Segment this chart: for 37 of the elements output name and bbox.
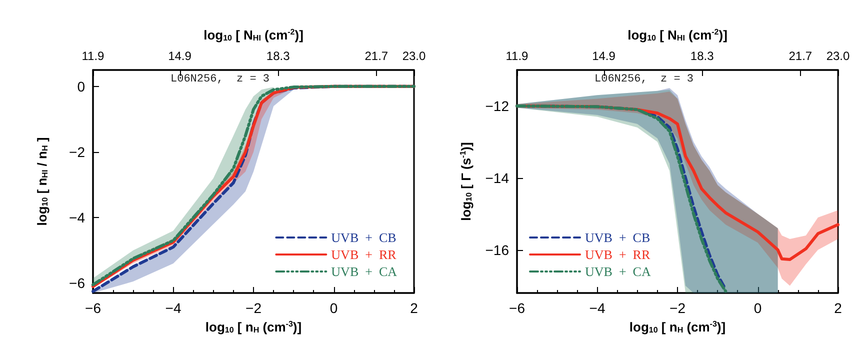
x2-tick-label: 11.9 [82,49,105,63]
y-tick-label: −12 [485,98,510,114]
x-tick-label: −4 [165,300,182,316]
x-tick-label: 0 [754,300,762,316]
annotation: L06N256, z = 3 [170,74,270,86]
x2-tick-label: 18.3 [690,49,714,63]
x2-tick-label: 21.7 [364,49,388,63]
y-axis-title: log10 [ Γ (s-1)] [458,142,474,221]
legend-label: UVB + CB [585,230,650,245]
y-tick-label: −16 [485,242,510,258]
x-tick-label: 0 [330,300,338,316]
x2-tick-label: 14.9 [168,49,192,63]
x-tick-label: −2 [246,300,262,316]
x2-tick-label: 23.0 [402,49,426,63]
annotation: L06N256, z = 3 [594,74,694,86]
y-tick-label: −4 [69,210,86,226]
x2-tick-label: 11.9 [506,49,529,63]
x2-tick-label: 18.3 [266,49,290,63]
x-tick-label: −6 [509,300,526,316]
x-tick-label: −2 [670,300,686,316]
y-tick-label: 0 [77,78,86,94]
legend-label: UVB + CB [331,230,397,245]
legend-label: UVB + CA [331,264,398,279]
legend-label: UVB + RR [331,247,397,262]
legend-label: UVB + CA [585,264,652,279]
y-tick-label: −14 [485,170,510,186]
y-axis-title: log10 [ nHI / nH ] [34,137,50,226]
x-tick-label: −4 [589,300,606,316]
x2-tick-label: 21.7 [788,49,812,63]
x-tick-label: −6 [85,300,102,316]
y-tick-label: −6 [69,275,86,292]
x-tick-label: 2 [834,300,842,316]
x-tick-label: 2 [410,300,418,316]
legend-label: UVB + RR [585,247,650,262]
y-tick-label: −2 [69,144,86,160]
x2-tick-label: 23.0 [826,49,850,63]
x2-tick-label: 14.9 [592,49,616,63]
